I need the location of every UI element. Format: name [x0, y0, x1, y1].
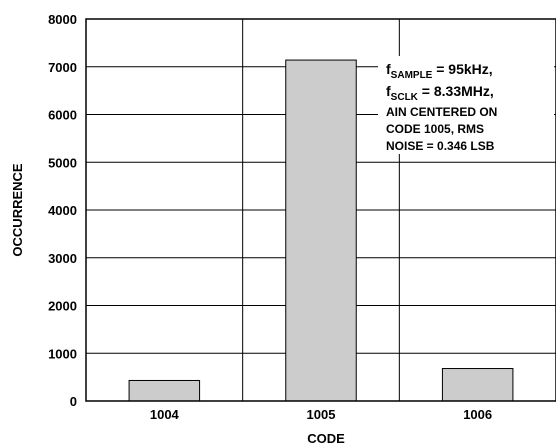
annotation-line3: AIN CENTERED ON [386, 105, 497, 119]
annotation-line4: CODE 1005, RMS [386, 122, 484, 136]
bar-1004 [128, 379, 201, 402]
svg-text:fSAMPLE = 95kHz,: fSAMPLE = 95kHz, [386, 61, 493, 81]
annotation-line1-suffix: = 95kHz, [432, 61, 492, 77]
x-tick-label: 1005 [307, 407, 336, 422]
y-tick-label: 2000 [48, 299, 77, 314]
annotation-line2-sub: SCLK [391, 92, 419, 103]
bar-1006 [441, 368, 514, 402]
plot-frame [85, 18, 556, 402]
bars [128, 59, 514, 402]
y-tick-label: 8000 [48, 12, 77, 27]
y-tick-label: 5000 [48, 155, 77, 170]
annotation-line2-suffix: = 8.33MHz, [418, 83, 494, 99]
y-tick-label: 3000 [48, 251, 77, 266]
y-tick-label: 4000 [48, 203, 77, 218]
annotation-line1-sub: SAMPLE [391, 70, 433, 81]
y-tick-label: 1000 [48, 346, 77, 361]
y-tick-label: 6000 [48, 108, 77, 123]
annotation-line1-prefix: f [386, 61, 391, 77]
y-tick-label: 7000 [48, 60, 77, 75]
bar-1005 [285, 59, 357, 402]
annotation-line5: NOISE = 0.346 LSB [386, 139, 495, 153]
y-axis-ticks: 0 1000 2000 3000 4000 5000 6000 7000 8000 [48, 12, 77, 409]
annotation: fSAMPLE = 95kHz, fSCLK = 8.33MHz, AIN CE… [378, 56, 554, 154]
x-axis-ticks: 1004 1005 1006 [150, 407, 492, 422]
x-tick-label: 1006 [463, 407, 492, 422]
annotation-line2-prefix: f [386, 83, 391, 99]
y-axis-label: OCCURRENCE [10, 163, 25, 257]
x-tick-label: 1004 [150, 407, 180, 422]
svg-text:fSCLK = 8.33MHz,: fSCLK = 8.33MHz, [386, 83, 494, 103]
y-tick-label: 0 [70, 394, 77, 409]
x-axis-label: CODE [307, 431, 345, 446]
